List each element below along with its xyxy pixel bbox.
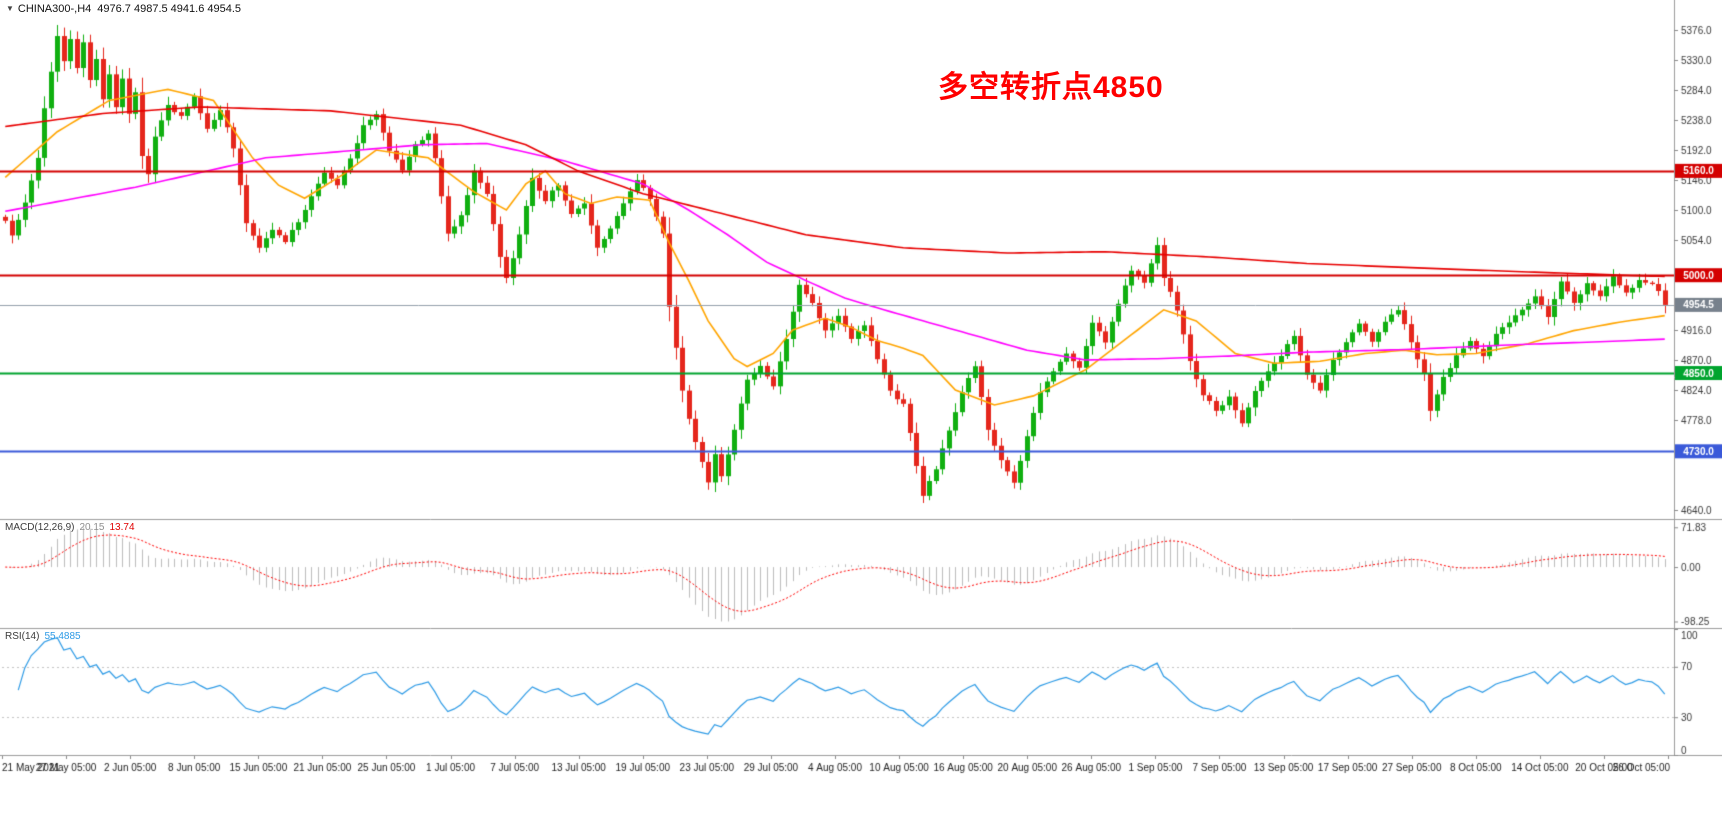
macd-value-signal: 13.74 (109, 522, 135, 533)
symbol-info-bar: ▼ CHINA300-,H4 4976.7 4987.5 4941.6 4954.5 (6, 3, 241, 15)
symbol-dropdown-icon[interactable]: ▼ (6, 4, 14, 13)
annotation-text[interactable]: 多空转折点4850 (938, 71, 1164, 104)
symbol-ohlc-values: 4976.7 4987.5 4941.6 4954.5 (97, 3, 242, 15)
macd-indicator-label: MACD(12,26,9) 20.15 13.74 (5, 522, 135, 533)
symbol-title: CHINA300-,H4 (17, 3, 92, 15)
macd-label-name: MACD(12,26,9) (5, 522, 75, 533)
macd-value-main: 20.15 (79, 522, 105, 533)
rsi-indicator-label: RSI(14) 55.4885 (5, 631, 81, 642)
rsi-value: 55.4885 (44, 631, 81, 642)
rsi-label-name: RSI(14) (5, 631, 40, 642)
